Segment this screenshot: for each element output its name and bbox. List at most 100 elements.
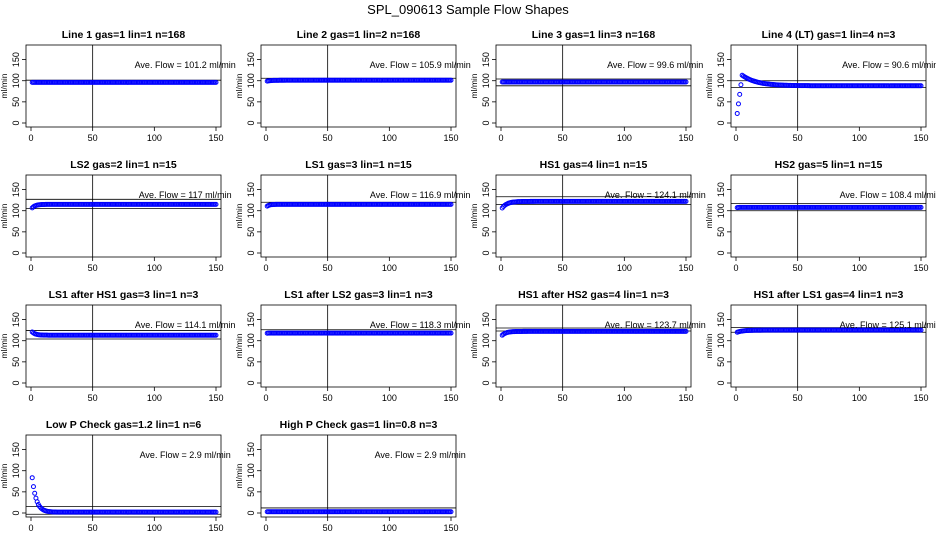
x-tick-label: 150	[443, 133, 458, 143]
x-tick-label: 50	[88, 523, 98, 533]
x-tick-label: 0	[733, 263, 738, 273]
y-tick-label: 0	[481, 120, 491, 125]
x-tick-label: 100	[147, 393, 162, 403]
data-point	[213, 509, 219, 515]
panel-title: LS1 after LS2 gas=3 lin=1 n=3	[284, 289, 433, 301]
x-tick-label: 150	[913, 263, 928, 273]
y-tick-label: 50	[11, 487, 21, 497]
data-point	[29, 475, 35, 481]
ave-flow-label: Ave. Flow = 117 ml/min	[139, 190, 232, 200]
y-tick-label: 50	[481, 357, 491, 367]
data-point	[737, 91, 743, 97]
data-point	[683, 198, 689, 204]
y-tick-label: 50	[716, 227, 726, 237]
y-tick-label: 150	[246, 312, 256, 327]
data-point	[683, 328, 689, 334]
x-tick-label: 150	[678, 133, 693, 143]
panel-title: HS1 after HS2 gas=4 lin=1 n=3	[518, 289, 669, 301]
x-tick-label: 150	[208, 263, 223, 273]
y-axis-label: ml/min	[704, 73, 714, 98]
ave-flow-label: Ave. Flow = 101.2 ml/min	[135, 60, 236, 70]
data-point	[448, 330, 454, 336]
y-tick-label: 100	[11, 73, 21, 88]
x-tick-label: 50	[323, 523, 333, 533]
x-tick-label: 100	[852, 263, 867, 273]
panel-13: Low P Check gas=1.2 lin=1 n=6 0 50 100 150 0 5…	[0, 419, 231, 533]
data-point	[735, 101, 741, 107]
y-axis-label: ml/min	[704, 203, 714, 228]
x-tick-label: 0	[498, 393, 503, 403]
panel-2: Line 2 gas=1 lin=2 n=168 0 50 100 150 0 50 100 1…	[234, 29, 471, 143]
y-tick-label: 100	[716, 203, 726, 218]
panel-9: LS1 after HS1 gas=3 lin=1 n=3 0 50 100 150 0 5…	[0, 289, 235, 403]
x-tick-label: 150	[678, 263, 693, 273]
x-tick-label: 150	[208, 523, 223, 533]
y-tick-label: 100	[246, 333, 256, 348]
y-tick-label: 50	[246, 487, 256, 497]
y-tick-label: 0	[481, 250, 491, 255]
x-tick-label: 150	[443, 263, 458, 273]
x-tick-label: 100	[852, 133, 867, 143]
ave-flow-label: Ave. Flow = 125.1 ml/min	[840, 320, 936, 330]
y-tick-label: 0	[11, 380, 21, 385]
x-tick-label: 100	[147, 263, 162, 273]
y-tick-label: 150	[11, 182, 21, 197]
x-tick-label: 100	[382, 523, 397, 533]
x-tick-label: 0	[263, 393, 268, 403]
panel-3: Line 3 gas=1 lin=3 n=168 0 50 100 150 0 50 100 1…	[469, 29, 703, 143]
panel-12: HS1 after LS1 gas=4 lin=1 n=3 0 50 100 150 0 5…	[704, 289, 936, 403]
plot-frame	[25, 304, 222, 388]
data-point	[734, 110, 740, 116]
x-tick-label: 100	[147, 523, 162, 533]
panel-5: LS2 gas=2 lin=1 n=150 50 100 150050100150ml…	[0, 159, 232, 273]
y-axis-label: ml/min	[469, 73, 479, 98]
x-tick-label: 150	[913, 133, 928, 143]
x-tick-label: 0	[733, 393, 738, 403]
x-tick-label: 50	[88, 393, 98, 403]
y-tick-label: 150	[11, 312, 21, 327]
panel-title: HS1 after LS1 gas=4 lin=1 n=3	[754, 289, 904, 301]
panel-title: HS1 gas=4 lin=1 n=15	[540, 159, 648, 171]
panel-title: HS2 gas=5 lin=1 n=15	[775, 159, 883, 171]
x-tick-label: 0	[28, 393, 33, 403]
x-tick-label: 150	[443, 523, 458, 533]
data-point	[32, 490, 38, 496]
y-tick-label: 50	[246, 357, 256, 367]
x-tick-label: 50	[323, 263, 333, 273]
panel-6: LS1 gas=3 lin=1 n=150 50 100 150050100150ml…	[234, 159, 470, 273]
x-tick-label: 0	[733, 133, 738, 143]
panel-14: High P Check gas=1 lin=0.8 n=3 0 50 100 150 0…	[234, 419, 466, 533]
x-tick-label: 50	[323, 133, 333, 143]
x-tick-label: 100	[617, 393, 632, 403]
plot-frame	[25, 434, 222, 518]
plot-frame	[495, 304, 692, 388]
plot-frame	[260, 434, 457, 518]
y-tick-label: 50	[11, 97, 21, 107]
y-tick-label: 50	[11, 357, 21, 367]
x-tick-label: 150	[913, 393, 928, 403]
x-tick-label: 100	[382, 393, 397, 403]
x-tick-label: 0	[263, 263, 268, 273]
ave-flow-label: Ave. Flow = 105.9 ml/min	[370, 60, 471, 70]
x-tick-label: 50	[558, 263, 568, 273]
x-tick-label: 150	[443, 393, 458, 403]
plot-frame	[260, 44, 457, 128]
y-tick-label: 0	[716, 250, 726, 255]
data-point	[738, 82, 744, 88]
panel-11: HS1 after HS2 gas=4 lin=1 n=3 0 50 100 150 0 5…	[469, 289, 706, 403]
x-tick-label: 50	[793, 133, 803, 143]
y-tick-label: 50	[246, 227, 256, 237]
y-tick-label: 100	[246, 203, 256, 218]
x-tick-label: 50	[793, 263, 803, 273]
y-tick-label: 0	[481, 380, 491, 385]
x-tick-label: 0	[263, 523, 268, 533]
y-tick-label: 0	[11, 510, 21, 515]
panel-title: LS2 gas=2 lin=1 n=15	[70, 159, 177, 171]
x-tick-label: 150	[208, 393, 223, 403]
panel-title: Line 4 (LT) gas=1 lin=4 n=3	[762, 29, 896, 41]
y-tick-label: 50	[246, 97, 256, 107]
y-tick-label: 0	[246, 510, 256, 515]
y-axis-label: ml/min	[234, 333, 244, 358]
y-tick-label: 50	[11, 227, 21, 237]
